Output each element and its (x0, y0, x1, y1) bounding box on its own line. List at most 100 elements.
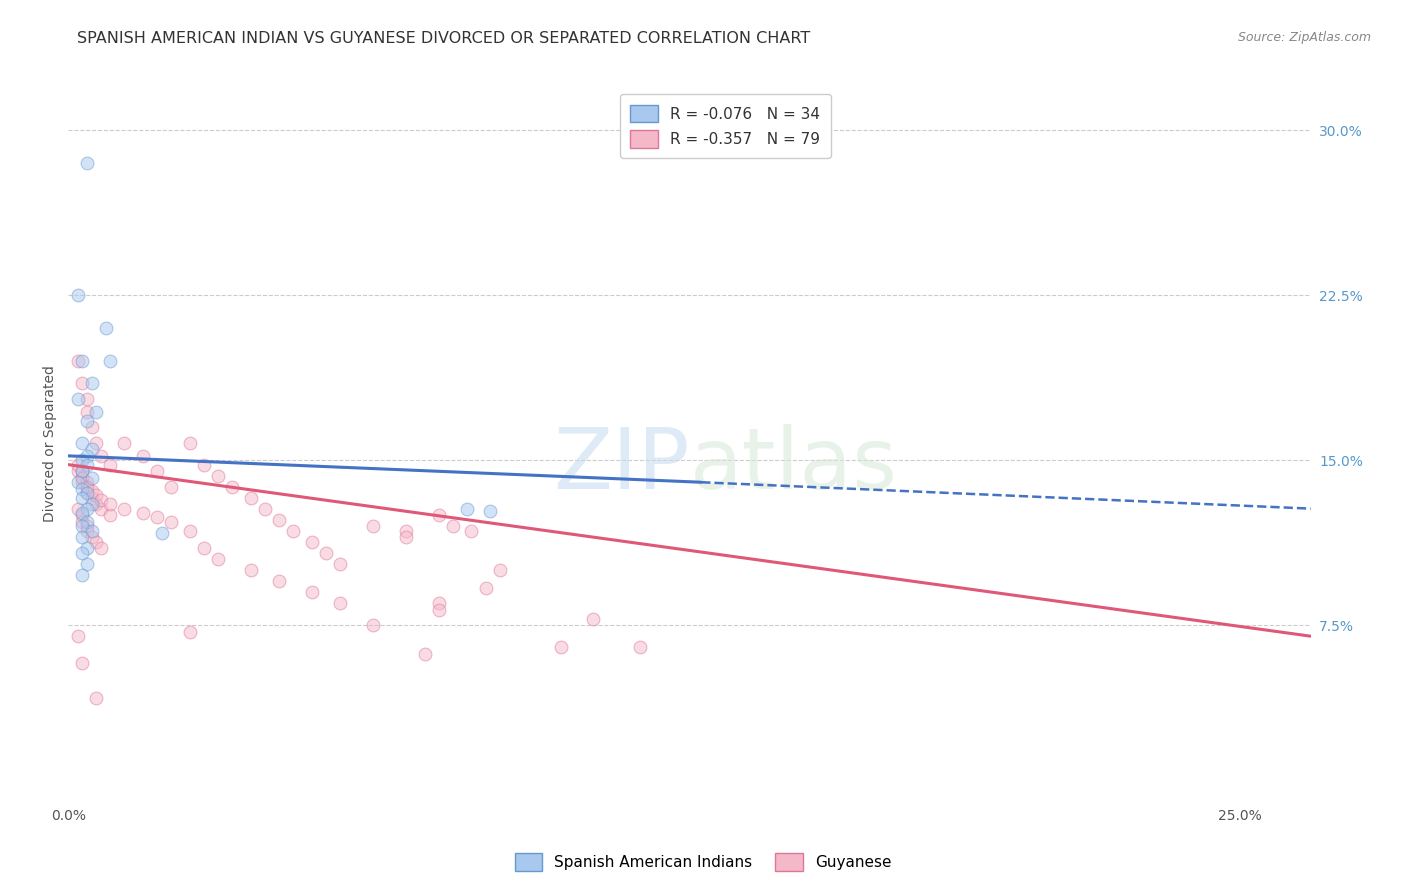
Text: Source: ZipAtlas.com: Source: ZipAtlas.com (1237, 31, 1371, 45)
Point (76, 541, 98, 556)
Point (76, 480, 98, 494)
Point (72, 376, 94, 391)
Point (90, 541, 112, 556)
Point (72, 515, 94, 529)
Point (86, 435, 108, 450)
Point (86, 497, 108, 511)
Point (240, 563, 263, 577)
Point (395, 524, 418, 538)
Point (460, 524, 482, 538)
Point (456, 501, 478, 516)
Point (628, 640, 651, 655)
Point (100, 497, 122, 511)
Point (80, 420, 103, 434)
Point (86, 488, 108, 502)
Point (100, 354, 122, 368)
Point (86, 690, 108, 705)
Point (132, 449, 155, 463)
Point (76, 486, 98, 500)
Point (582, 611, 605, 625)
Point (76, 156, 98, 170)
Point (76, 458, 98, 472)
Point (427, 603, 450, 617)
Point (80, 376, 103, 391)
Point (72, 506, 94, 520)
Legend: Spanish American Indians, Guyanese: Spanish American Indians, Guyanese (505, 844, 901, 880)
Point (72, 546, 94, 560)
Point (193, 541, 215, 556)
Point (474, 581, 496, 595)
Point (80, 497, 103, 511)
Point (72, 435, 94, 450)
Point (72, 491, 94, 505)
Point (179, 624, 201, 639)
Point (488, 563, 510, 577)
Point (80, 442, 103, 457)
Point (76, 515, 98, 529)
Point (413, 647, 436, 661)
Text: ZIP: ZIP (553, 424, 689, 507)
Point (269, 513, 291, 527)
Point (76, 392, 98, 406)
Point (427, 508, 450, 523)
Point (72, 567, 94, 582)
Point (114, 435, 136, 450)
Text: atlas: atlas (689, 424, 897, 507)
Point (94, 321, 117, 335)
Point (100, 458, 122, 472)
Point (72, 471, 94, 485)
Point (86, 534, 108, 549)
Point (72, 519, 94, 533)
Point (66, 464, 89, 478)
Point (395, 530, 418, 544)
Point (76, 480, 98, 494)
Point (72, 475, 94, 490)
Point (361, 519, 384, 533)
Point (240, 491, 263, 505)
Point (150, 525, 173, 540)
Point (66, 475, 89, 490)
Y-axis label: Divorced or Separated: Divorced or Separated (44, 366, 58, 522)
Point (76, 486, 98, 500)
Point (146, 464, 169, 478)
Point (72, 482, 94, 496)
Point (193, 458, 215, 472)
Point (76, 475, 98, 490)
Point (283, 524, 305, 538)
Point (550, 640, 572, 655)
Point (207, 468, 229, 483)
Point (221, 480, 243, 494)
Point (160, 480, 183, 494)
Legend: R = -0.076   N = 34, R = -0.357   N = 79: R = -0.076 N = 34, R = -0.357 N = 79 (620, 94, 831, 158)
Point (66, 392, 89, 406)
Point (301, 585, 323, 599)
Point (301, 534, 323, 549)
Point (207, 552, 229, 566)
Point (72, 354, 94, 368)
Point (179, 524, 201, 538)
Point (72, 508, 94, 523)
Point (76, 501, 98, 516)
Point (132, 506, 155, 520)
Text: SPANISH AMERICAN INDIAN VS GUYANESE DIVORCED OR SEPARATED CORRELATION CHART: SPANISH AMERICAN INDIAN VS GUYANESE DIVO… (77, 31, 811, 46)
Point (90, 492, 112, 507)
Point (72, 453, 94, 467)
Point (76, 519, 98, 533)
Point (441, 519, 464, 533)
Point (76, 557, 98, 571)
Point (76, 405, 98, 419)
Point (72, 464, 94, 478)
Point (427, 596, 450, 610)
Point (66, 288, 89, 302)
Point (66, 629, 89, 643)
Point (90, 449, 112, 463)
Point (80, 524, 103, 538)
Point (66, 458, 89, 472)
Point (479, 504, 502, 518)
Point (80, 483, 103, 498)
Point (72, 530, 94, 544)
Point (269, 574, 291, 589)
Point (329, 596, 352, 610)
Point (76, 524, 98, 538)
Point (76, 414, 98, 428)
